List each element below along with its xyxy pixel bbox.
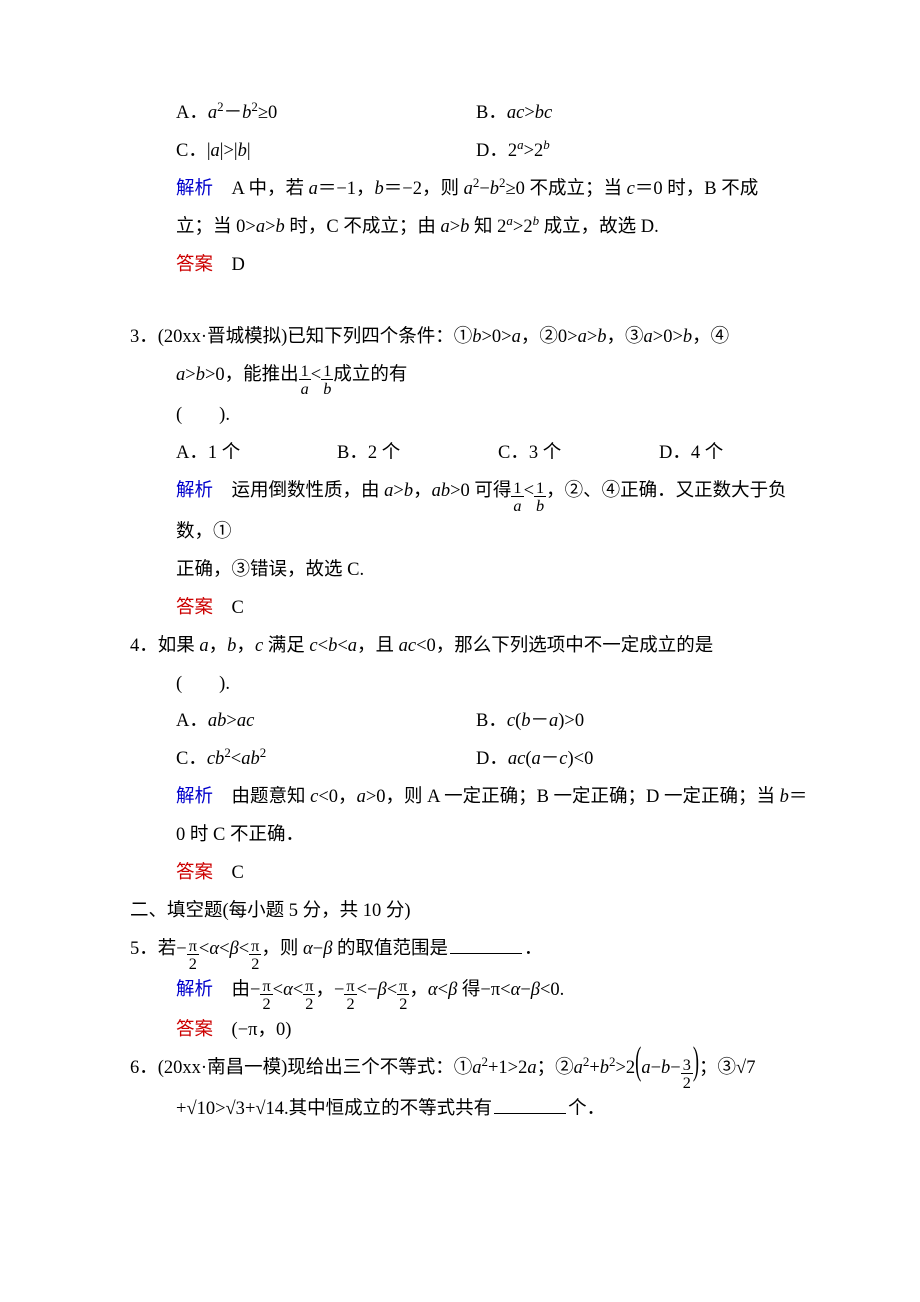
q3-stem-line2: a>b>0，能推出1a<1b成立的有 xyxy=(130,357,820,398)
q6-stem-line2: +√10>√3+√14.其中恒成立的不等式共有个． xyxy=(130,1091,820,1129)
q5-stem: 5．若−π2<α<β<π2，则 α−β 的取值范围是． xyxy=(130,931,820,972)
fraction-pi-over-2: π2 xyxy=(260,977,272,1012)
q5-number: 5． xyxy=(130,939,158,959)
q3-option-a: A．1 个 xyxy=(176,435,337,473)
q3-answer: 答案 C xyxy=(130,590,820,628)
q3-option-c: C．3 个 xyxy=(498,435,659,473)
fraction-pi-over-2: π2 xyxy=(187,937,199,972)
q4-option-a: A．ab>ac xyxy=(176,703,476,741)
q4-option-b: B．c(b－a)>0 xyxy=(476,703,820,741)
q4-option-d: D．ac(a－c)<0 xyxy=(476,741,820,779)
q3-options: A．1 个 B．2 个 C．3 个 D．4 个 xyxy=(130,435,820,473)
q2-answer: 答案 D xyxy=(130,247,820,285)
q4-jiexi-line1: 解析 由题意知 c<0，a>0，则 A 一定正确；B 一定正确；D 一定正确；当… xyxy=(130,779,820,817)
fraction-pi-over-2: π2 xyxy=(397,977,409,1012)
q2-option-d: D．2a>2b xyxy=(476,133,820,171)
q2-option-c: C．|a|>|b| xyxy=(176,133,476,171)
q3-answer-value: C xyxy=(232,598,244,618)
jiexi-label: 解析 xyxy=(176,481,213,501)
q2-option-b: B．ac>bc xyxy=(476,95,820,133)
q4-number: 4． xyxy=(130,636,158,656)
daan-label: 答案 xyxy=(176,1020,213,1040)
q3-option-b: B．2 个 xyxy=(337,435,498,473)
q2-options-row2: C．|a|>|b| D．2a>2b xyxy=(130,133,820,171)
jiexi-label: 解析 xyxy=(176,179,213,199)
q4-options-row2: C．cb2<ab2 D．ac(a－c)<0 xyxy=(130,741,820,779)
q3-option-d: D．4 个 xyxy=(659,435,820,473)
q2-option-a: A．a2－b2≥0 xyxy=(176,95,476,133)
section2-heading: 二、填空题(每小题 5 分，共 10 分) xyxy=(130,893,820,931)
q5-answer: 答案 (−π，0) xyxy=(130,1012,820,1050)
fraction-1-over-a: 1a xyxy=(511,479,523,514)
fraction-pi-over-2: π2 xyxy=(303,977,315,1012)
q4-option-c: C．cb2<ab2 xyxy=(176,741,476,779)
q6-number: 6． xyxy=(130,1058,158,1078)
q4-answer-value: C xyxy=(232,863,244,883)
fraction-pi-over-2: π2 xyxy=(249,937,261,972)
q2-jiexi-line2: 立；当 0>a>b 时，C 不成立；由 a>b 知 2a>2b 成立，故选 D. xyxy=(130,209,820,247)
jiexi-label: 解析 xyxy=(176,787,213,807)
fraction-1-over-b: 1b xyxy=(321,362,333,397)
q2-jiexi-line1: 解析 A 中，若 a＝−1，b＝−2，则 a2−b2≥0 不成立；当 c＝0 时… xyxy=(130,171,820,209)
daan-label: 答案 xyxy=(176,863,213,883)
q4-paren: ( ). xyxy=(130,666,820,704)
big-left-paren-icon: ( xyxy=(635,1025,641,1105)
q3-jiexi-line2: 正确，③错误，故选 C. xyxy=(130,552,820,590)
q4-stem-line1: 4．如果 a，b，c 满足 c<b<a，且 ac<0，那么下列选项中不一定成立的… xyxy=(130,628,820,666)
q5-answer-value: (−π，0) xyxy=(232,1020,292,1040)
q3-number: 3． xyxy=(130,327,158,347)
jiexi-label: 解析 xyxy=(176,980,213,1000)
fraction-3-over-2: 32 xyxy=(681,1056,693,1091)
daan-label: 答案 xyxy=(176,598,213,618)
q2-answer-value: D xyxy=(232,255,245,275)
q4-answer: 答案 C xyxy=(130,855,820,893)
fraction-pi-over-2: π2 xyxy=(344,977,356,1012)
fraction-1-over-b: 1b xyxy=(534,479,546,514)
q3-stem-line1: 3．(20xx·晋城模拟)已知下列四个条件：①b>0>a，②0>a>b，③a>0… xyxy=(130,319,820,357)
q4-options-row1: A．ab>ac B．c(b－a)>0 xyxy=(130,703,820,741)
fill-blank xyxy=(450,935,522,954)
q3-paren: ( ). xyxy=(130,397,820,435)
q2-options-row1: A．a2－b2≥0 B．ac>bc xyxy=(130,95,820,133)
q6-stem-line1: 6．(20xx·南昌一模)现给出三个不等式：①a2+1>2a；②a2+b2>2(… xyxy=(130,1050,820,1091)
q5-jiexi: 解析 由−π2<α<π2，−π2<−β<π2，α<β 得−π<α−β<0. xyxy=(130,972,820,1013)
fraction-1-over-a: 1a xyxy=(299,362,311,397)
big-right-paren-icon: ) xyxy=(693,1025,699,1105)
fill-blank xyxy=(494,1096,566,1115)
q4-jiexi-line2: 0 时 C 不正确． xyxy=(130,817,820,855)
q3-jiexi-line1: 解析 运用倒数性质，由 a>b，ab>0 可得1a<1b，②、④正确．又正数大于… xyxy=(130,473,820,552)
daan-label: 答案 xyxy=(176,255,213,275)
